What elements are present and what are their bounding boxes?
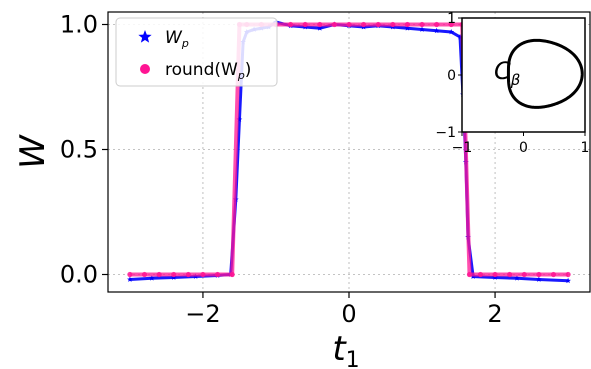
wp-point [236,116,243,122]
round-wp-point [302,21,308,28]
wp-point [448,29,455,35]
round-wp-point [404,21,411,28]
legend-label-sub: p [237,69,245,82]
wp-point [492,274,498,280]
round-wp-point [185,271,191,278]
wp-point [514,275,520,281]
inset-background [462,18,585,132]
y-tick-label: 0.0 [60,261,98,289]
inset-x-tick-label: 1 [581,140,590,156]
wp-point [127,276,133,282]
x-axis-label-main: t [332,329,347,369]
round-wp-point [346,21,352,28]
inset-ticks: −1 0 1 −1 0 1 [435,11,589,156]
x-tick-label: 0 [341,300,356,328]
round-wp-point [565,271,571,278]
wp-point [316,25,323,31]
x-tick-label: −2 [185,300,220,328]
inset-x-tick-label: −1 [452,140,473,156]
round-wp-point [156,271,162,278]
round-wp-point [287,21,294,28]
wp-point [148,275,155,281]
y-tick-label: 0.5 [60,136,98,164]
inset-closed-curve [506,38,584,109]
y-tick-label: 1.0 [60,11,98,39]
legend-label-sub: p [181,37,189,50]
x-tick-label: 2 [487,300,502,328]
wp-point [457,34,463,40]
legend-label-0: Wp [165,28,189,50]
legend-label-1: round(Wp) [165,60,251,82]
inset-annotation-sub: β [510,71,521,89]
round-wp-point [317,21,323,28]
round-wp-point [171,271,177,278]
legend-label-main: W [165,28,183,48]
round-wp-point [331,21,337,28]
inset-annotation: Cβ [494,57,521,89]
round-wp-point [448,21,454,28]
round-wp-point [434,21,440,28]
round-wp-point [507,271,513,278]
round-wp-point [536,271,542,278]
round-wp-point [375,21,381,28]
inset-y-tick-label: 1 [447,11,456,27]
legend-label-main: round(W [165,60,238,80]
x-axis-label-sub: 1 [346,348,360,369]
legend-box [115,17,278,87]
round-wp-point [390,21,396,28]
round-wp-point [141,271,148,278]
legend-marker-round-wp [140,64,150,74]
wp-point [536,276,542,282]
x-axis-label: t1 [332,329,359,369]
wp-point [433,27,440,34]
round-wp-point [466,271,473,278]
inset-x-tick-label: 0 [519,140,528,156]
round-wp-point [214,271,221,278]
main-axes: −2 0 20.00.51.0 t1 W [13,11,591,369]
inset-axes: −1 0 1 −1 0 1 Cβ [435,11,589,156]
round-wp-point [200,271,206,278]
legend-label-suffix: ) [245,60,252,80]
round-wp-point [419,21,425,28]
wp-point [404,25,411,31]
inset-y-tick-label: −1 [435,125,456,141]
inset-y-tick-label: 0 [447,68,456,84]
legend-marker-wp [138,30,152,43]
round-wp-point [477,271,484,278]
round-wp-point [229,271,235,278]
round-wp-point [521,271,527,278]
round-wp-point [492,271,498,278]
main-series [127,19,571,284]
wp-point [170,274,177,280]
inset-annotation-main: C [494,57,511,85]
y-axis-label: W [13,134,53,169]
round-wp-point [361,21,367,28]
round-wp-point [127,271,133,278]
wp-point [565,277,571,284]
wp-point [419,26,425,32]
main-ticks: −2 0 2 0.0 0.5 1.0 [60,11,503,329]
round-wp-point [550,271,557,278]
inset-curve [506,38,584,109]
